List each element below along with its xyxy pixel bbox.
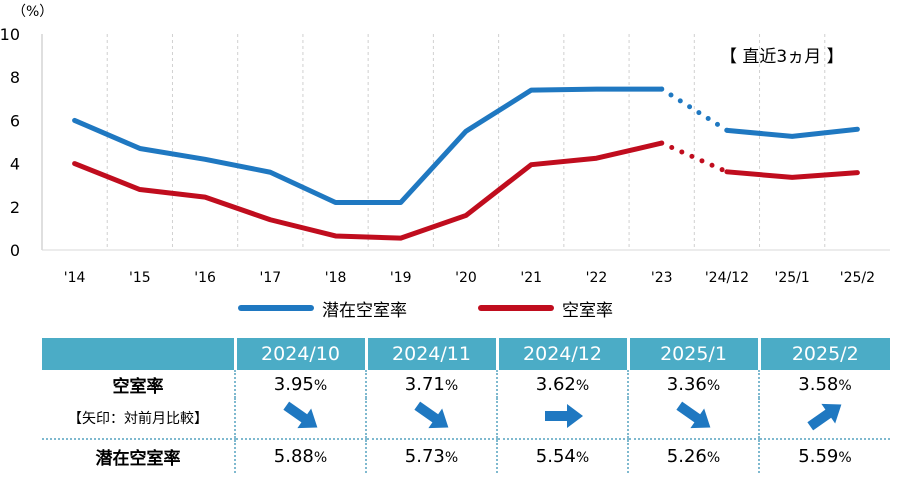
arrow-cell	[496, 398, 628, 440]
table-cell: 5.88%	[234, 439, 366, 473]
table-cell: 3.71%	[365, 370, 497, 398]
x-tick-label: '25/1	[775, 270, 810, 286]
y-tick-label: 10	[0, 25, 20, 44]
recent-months-annotation: 【 直近3ヵ月 】	[720, 47, 844, 67]
table-row-latent: 潜在空室率 5.88% 5.73% 5.54% 5.26% 5.59%	[42, 439, 890, 473]
line-chart: 0 2 4 6 8 10 '14 '15 '16 '17 '18 '19 '20 '21 '22 '23 '2…	[0, 4, 890, 286]
table-cell: 5.59%	[758, 439, 890, 473]
trend-flat-icon	[544, 404, 583, 428]
arrow-cell	[627, 398, 759, 440]
x-tick-label: '20	[455, 270, 477, 286]
y-tick-label: 6	[10, 111, 20, 130]
y-tick-label: 0	[10, 241, 20, 260]
y-tick-label: 2	[10, 198, 20, 217]
x-tick-label: '19	[390, 270, 412, 286]
series-line-0	[72, 86, 665, 205]
table-header-cell: 2024/10	[233, 338, 366, 370]
x-axis-ticks: '14 '15 '16 '17 '18 '19 '20 '21 '22 '23 '24/12 '25/…	[64, 270, 875, 286]
x-tick-label: '14	[64, 270, 86, 286]
table-header-cell: 2025/1	[626, 338, 759, 370]
x-tick-label: '16	[194, 270, 216, 286]
x-tick-label: '25/2	[840, 270, 875, 286]
x-tick-label: '15	[129, 270, 151, 286]
y-axis-ticks: 0 2 4 6 8 10	[0, 25, 20, 260]
table-cell: 5.26%	[627, 439, 759, 473]
legend-item-vacancy: 空室率	[478, 296, 613, 321]
row-label-latent: 潜在空室率	[95, 449, 181, 469]
table-header-row: 2024/10 2024/11 2024/12 2025/1 2025/2	[42, 338, 890, 370]
x-tick-label: '21	[520, 270, 542, 286]
legend-label-latent: 潜在空室率	[322, 300, 407, 321]
trend-up-icon	[807, 403, 842, 431]
series-dotted-segment-1	[659, 140, 730, 175]
table-header-empty	[42, 338, 235, 370]
arrow-cell	[758, 398, 890, 440]
series-line-recent-1	[724, 169, 860, 180]
arrow-cell	[365, 398, 497, 440]
legend-swatch-vacancy	[478, 305, 554, 311]
chart-grid	[41, 34, 890, 251]
x-tick-label: '24/12	[705, 270, 749, 286]
series-line-recent-0	[724, 126, 860, 139]
table-cell: 3.58%	[758, 370, 890, 398]
x-tick-label: '22	[586, 270, 608, 286]
legend-item-latent: 潜在空室率	[238, 296, 407, 321]
table-row-vacancy: 空室率 3.95% 3.71% 3.62% 3.36% 3.58%	[42, 370, 890, 398]
arrow-cell	[234, 398, 366, 440]
table-header-cell: 2025/2	[757, 338, 890, 370]
series-line-1	[72, 140, 665, 241]
trend-down-icon	[413, 401, 448, 429]
monthly-summary-table: 2024/10 2024/11 2024/12 2025/1 2025/2 空室…	[42, 338, 890, 473]
x-tick-label: '17	[259, 270, 281, 286]
legend-label-vacancy: 空室率	[562, 300, 613, 321]
trend-down-icon	[282, 401, 317, 429]
row-label-arrows: 【矢印：対前月比較】	[42, 398, 235, 440]
row-label-vacancy: 空室率	[112, 376, 164, 397]
table-cell: 5.54%	[496, 439, 628, 473]
chart-series	[72, 86, 860, 241]
legend-swatch-latent	[238, 305, 314, 311]
chart-legend: 潜在空室率 空室率	[0, 296, 900, 321]
table-cell: 5.73%	[365, 439, 497, 473]
x-tick-label: '18	[325, 270, 347, 286]
trend-down-icon	[675, 401, 710, 429]
series-dotted-segment-0	[659, 86, 730, 133]
table-header-cell: 2024/12	[495, 338, 628, 370]
y-tick-label: 8	[10, 68, 20, 87]
x-tick-label: '23	[651, 270, 673, 286]
table-header-cell: 2024/11	[364, 338, 497, 370]
table-row-arrows: 【矢印：対前月比較】	[42, 398, 890, 440]
y-axis-unit-label: （%）	[12, 4, 53, 20]
table-cell: 3.62%	[496, 370, 628, 398]
table-cell: 3.95%	[234, 370, 366, 398]
y-tick-label: 4	[10, 155, 20, 174]
table-cell: 3.36%	[627, 370, 759, 398]
